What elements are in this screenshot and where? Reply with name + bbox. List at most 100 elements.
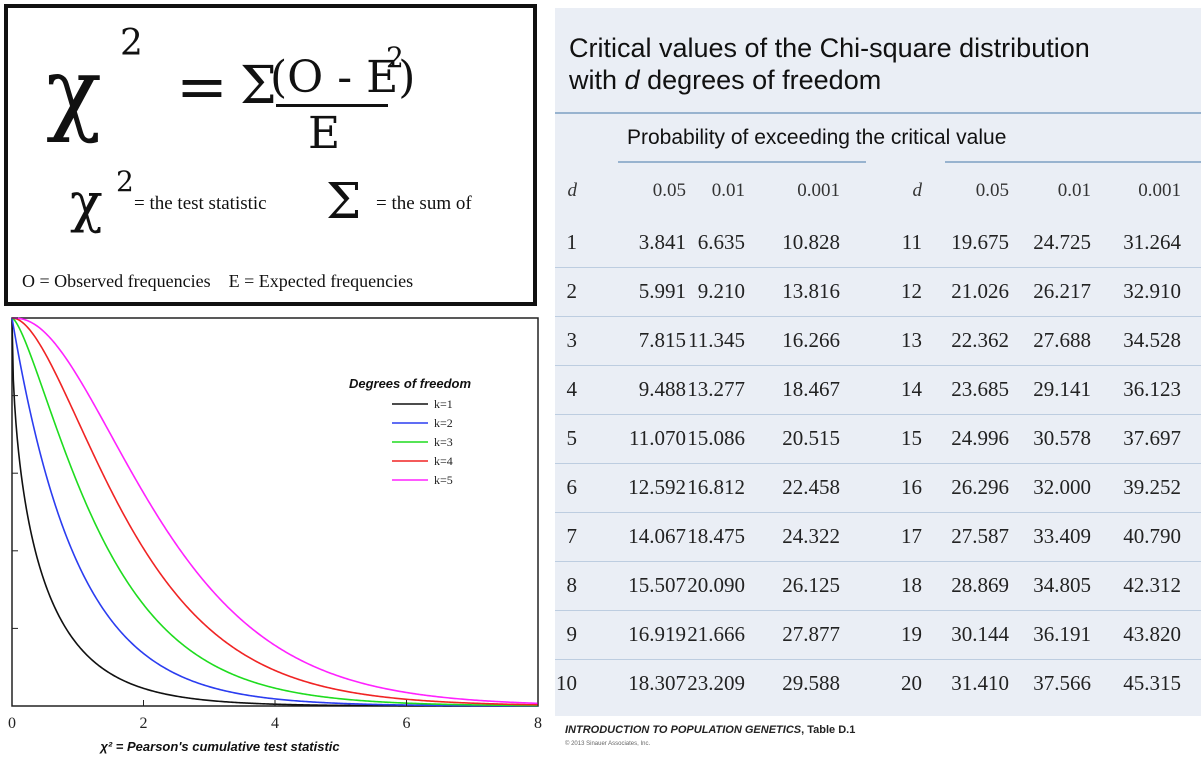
legend-label: k=2 xyxy=(434,416,453,430)
sum-symbol: Σ xyxy=(240,56,277,116)
table-cell: 8 xyxy=(566,573,578,597)
copyright: © 2013 Sinauer Associates, Inc. xyxy=(565,741,651,747)
critical-values-table: Critical values of the Chi-square distri… xyxy=(555,8,1201,769)
table-cell: 34.528 xyxy=(1123,328,1181,352)
table-cell: 31.264 xyxy=(1123,230,1181,254)
table-cell: 45.315 xyxy=(1123,671,1181,695)
table-cell: 26.125 xyxy=(782,573,840,597)
table-cell: 7.815 xyxy=(638,328,686,352)
table-cell: 37.697 xyxy=(1123,426,1181,450)
column-header: d xyxy=(912,180,923,201)
column-header: d xyxy=(567,180,578,201)
table-cell: 6 xyxy=(566,475,578,499)
table-cell: 18 xyxy=(901,573,922,597)
table-cell: 32.000 xyxy=(1033,475,1091,499)
probability-label: Probability of exceeding the critical va… xyxy=(627,126,1007,149)
table-cell: 22.362 xyxy=(951,328,1009,352)
table-cell: 14.067 xyxy=(628,524,686,548)
table-cell: 16 xyxy=(901,475,922,499)
header-rule xyxy=(555,112,1201,114)
table-cell: 24.322 xyxy=(782,524,840,548)
table-cell: 16.812 xyxy=(687,475,745,499)
chi-symbol: χ xyxy=(46,38,102,145)
table-cell: 27.877 xyxy=(782,622,840,646)
table-cell: 43.820 xyxy=(1123,622,1181,646)
chi-symbol-small: χ xyxy=(70,171,103,234)
table-cell: 34.805 xyxy=(1033,573,1091,597)
table-cell: 11.070 xyxy=(629,426,686,450)
source-table: , Table D.1 xyxy=(801,724,856,736)
row-rule xyxy=(555,512,1201,513)
table-cell: 32.910 xyxy=(1123,279,1181,303)
table-cell: 30.144 xyxy=(951,622,1009,646)
table-cell: 14 xyxy=(901,377,922,401)
table-cell: 29.588 xyxy=(782,671,840,695)
row-rule xyxy=(555,267,1201,268)
sum-definition: = the sum of xyxy=(376,193,472,214)
formula-box: χ 2 = Σ (O - E) 2 E χ 2 = the test stati… xyxy=(4,4,537,306)
legend-label: k=3 xyxy=(434,435,453,449)
column-header: 0.05 xyxy=(975,180,1009,201)
table-cell: 4 xyxy=(566,377,578,401)
table-cell: 10.828 xyxy=(782,230,840,254)
table-header: Critical values of the Chi-square distri… xyxy=(555,8,1201,112)
column-header: 0.05 xyxy=(652,180,686,201)
fraction-denominator: E xyxy=(308,108,341,159)
table-cell: 27.688 xyxy=(1033,328,1091,352)
table-cell: 30.578 xyxy=(1033,426,1091,450)
table-cell: 17 xyxy=(901,524,922,548)
sum-symbol-small: Σ xyxy=(326,172,362,230)
chi-small-exponent: 2 xyxy=(116,165,134,198)
legend-label: k=4 xyxy=(434,454,453,468)
table-cell: 27.587 xyxy=(951,524,1009,548)
table-cell: 28.869 xyxy=(951,573,1009,597)
table-cell: 16.266 xyxy=(782,328,840,352)
source-caption: INTRODUCTION TO POPULATION GENETICS, Tab… xyxy=(565,724,855,736)
table-cell: 18.467 xyxy=(782,377,840,401)
series-line-k3 xyxy=(11,317,539,707)
table-cell: 19.675 xyxy=(951,230,1009,254)
table-cell: 9 xyxy=(566,622,578,646)
table-cell: 18.307 xyxy=(628,671,686,695)
span-rule-left xyxy=(618,161,866,163)
x-tick-label: 6 xyxy=(403,715,411,732)
table-cell: 20 xyxy=(901,671,922,695)
column-header: 0.01 xyxy=(711,180,745,201)
span-rule-right xyxy=(945,161,1201,163)
fraction-numerator: (O - E) xyxy=(270,52,416,103)
table-cell: 12.592 xyxy=(628,475,686,499)
fraction-bar xyxy=(276,104,388,107)
title-line-2-suffix: degrees of freedom xyxy=(639,65,882,96)
row-rule xyxy=(555,659,1201,660)
row-rule xyxy=(555,463,1201,464)
table-cell: 24.725 xyxy=(1033,230,1091,254)
table-cell: 20.515 xyxy=(782,426,840,450)
equals-sign: = xyxy=(176,50,228,123)
table-cell: 24.996 xyxy=(951,426,1009,450)
table-cell: 3 xyxy=(566,328,578,352)
table-cell: 26.217 xyxy=(1033,279,1091,303)
row-rule xyxy=(555,561,1201,562)
table-title: Critical values of the Chi-square distri… xyxy=(569,32,1090,97)
table-cell: 22.458 xyxy=(782,475,840,499)
numerator-exponent: 2 xyxy=(386,41,404,74)
table-cell: 7 xyxy=(566,524,578,548)
table-cell: 26.296 xyxy=(951,475,1009,499)
table-cell: 23.685 xyxy=(951,377,1009,401)
series-line-k5 xyxy=(11,317,539,705)
table-cell: 21.666 xyxy=(687,622,745,646)
chi-exponent: 2 xyxy=(120,23,143,64)
row-rule xyxy=(555,316,1201,317)
observed-expected-definition: O = Observed frequencies E = Expected fr… xyxy=(22,271,414,291)
table-cell: 33.409 xyxy=(1033,524,1091,548)
table-cell: 11 xyxy=(901,230,922,254)
table-cell: 19 xyxy=(901,622,922,646)
row-rule xyxy=(555,414,1201,415)
title-d: d xyxy=(624,65,640,96)
plot-frame xyxy=(11,317,539,707)
table-cell: 42.312 xyxy=(1123,573,1181,597)
table-cell: 3.841 xyxy=(638,230,686,254)
table-cell: 39.252 xyxy=(1123,475,1181,499)
legend-title: Degrees of freedom xyxy=(349,376,472,391)
row-rule xyxy=(555,365,1201,366)
